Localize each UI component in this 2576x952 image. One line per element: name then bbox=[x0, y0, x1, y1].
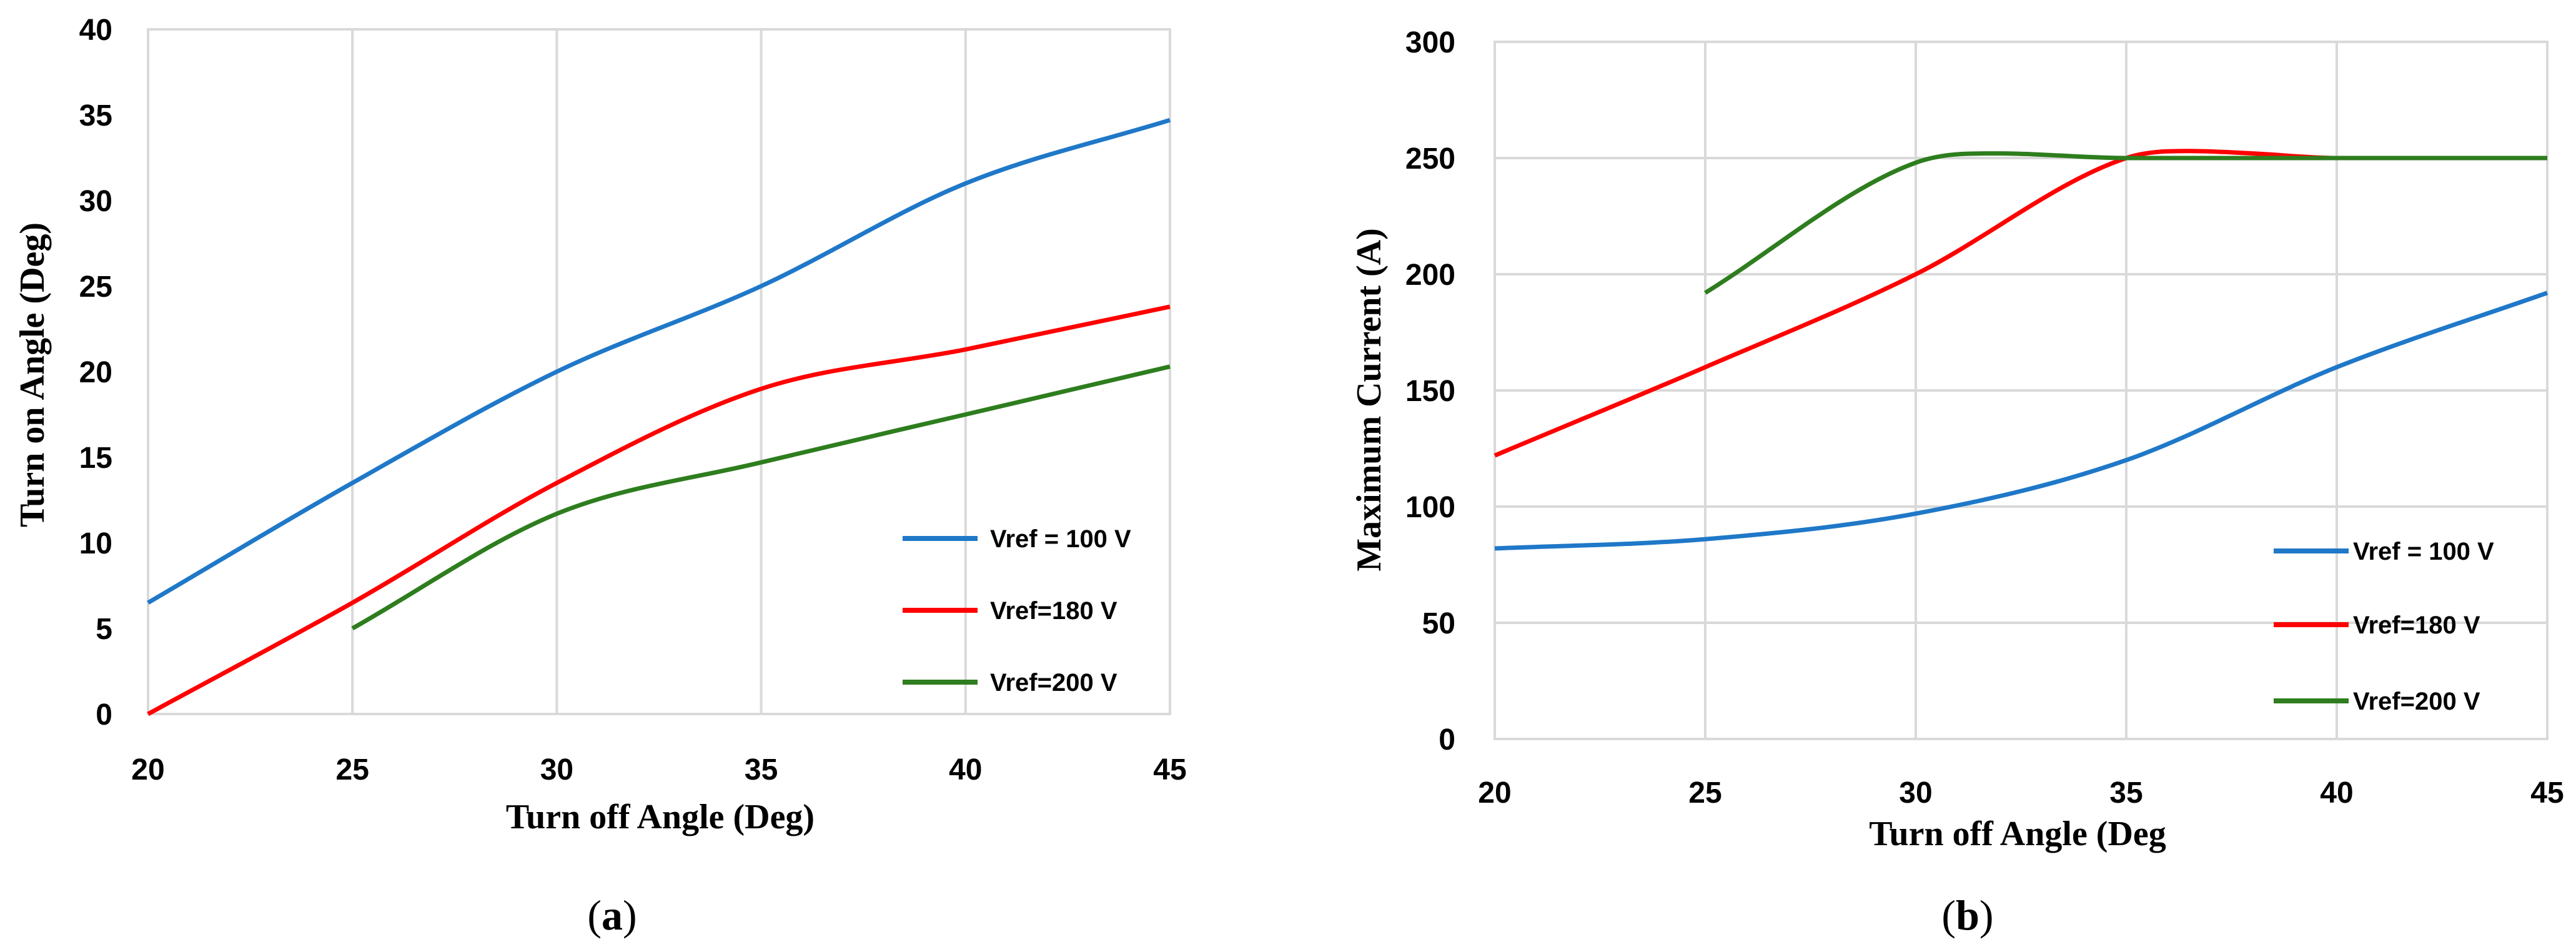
series-line-vref-100-v bbox=[1494, 290, 2549, 551]
chart-b: 20 25 30 35 40 45 0 50 100 150 200 250 300 Turn off… bbox=[1350, 26, 2564, 939]
x-tick-label: 25 bbox=[1688, 776, 1721, 810]
y-tick-label: 300 bbox=[1405, 26, 1455, 59]
x-tick-label: 20 bbox=[1478, 776, 1511, 810]
legend-label-vref-100-v: Vref = 100 V bbox=[2353, 538, 2494, 565]
y-tick-label: 15 bbox=[79, 442, 112, 475]
x-tick-label: 35 bbox=[745, 753, 778, 786]
chart-a-series bbox=[147, 117, 1171, 716]
chart-b-series bbox=[1494, 149, 2549, 551]
x-tick-label: 20 bbox=[131, 753, 164, 786]
x-tick-label: 35 bbox=[2109, 776, 2143, 810]
legend-label-vref-180-v: Vref=180 V bbox=[990, 597, 1117, 625]
x-tick-label: 25 bbox=[336, 753, 369, 786]
chart-a-x-axis-title: Turn off Angle (Deg) bbox=[506, 798, 815, 836]
y-tick-label: 35 bbox=[79, 99, 112, 132]
y-tick-label: 250 bbox=[1405, 142, 1455, 176]
series-line-vref-180-v bbox=[147, 304, 1171, 716]
y-tick-label: 10 bbox=[79, 527, 112, 560]
chart-b-x-axis-title: Turn off Angle (Deg bbox=[1869, 815, 2166, 853]
chart-a: 20 25 30 35 40 45 0 5 10 15 20 25 30 35 40 Turn off A… bbox=[13, 14, 1187, 939]
x-tick-label: 45 bbox=[1153, 753, 1186, 786]
chart-a-plot-frame bbox=[147, 28, 1171, 715]
y-tick-label: 30 bbox=[79, 185, 112, 218]
chart-b-plot-frame bbox=[1494, 41, 2549, 740]
chart-a-legend: Vref = 100 V Vref=180 V Vref=200 V bbox=[903, 525, 1131, 697]
legend-label-vref-100-v: Vref = 100 V bbox=[990, 525, 1131, 553]
y-tick-label: 20 bbox=[79, 356, 112, 389]
y-tick-label: 0 bbox=[1439, 723, 1455, 756]
y-tick-label: 50 bbox=[1422, 607, 1455, 640]
y-tick-label: 40 bbox=[79, 14, 112, 47]
chart-a-y-axis-title: Turn on Angle (Deg) bbox=[13, 222, 52, 527]
y-tick-label: 5 bbox=[96, 613, 112, 646]
chart-a-x-tick-labels: 20 25 30 35 40 45 bbox=[131, 753, 1186, 786]
x-tick-label: 40 bbox=[949, 753, 982, 786]
plot-area-border bbox=[1494, 41, 2549, 740]
chart-b-y-axis-title: Maximum Current (A) bbox=[1350, 228, 1389, 572]
y-tick-label: 100 bbox=[1405, 491, 1455, 524]
chart-b-panel-label: (b) bbox=[1941, 891, 1993, 939]
x-tick-label: 30 bbox=[1899, 776, 1932, 810]
x-tick-label: 40 bbox=[2320, 776, 2353, 810]
y-tick-label: 25 bbox=[79, 270, 112, 304]
legend-label-vref-200-v: Vref=200 V bbox=[2353, 688, 2480, 715]
y-tick-label: 0 bbox=[96, 698, 112, 731]
chart-a-y-tick-labels: 0 5 10 15 20 25 30 35 40 bbox=[79, 14, 112, 731]
legend-label-vref-200-v: Vref=200 V bbox=[990, 669, 1117, 697]
chart-b-x-tick-labels: 20 25 30 35 40 45 bbox=[1478, 776, 2564, 810]
series-line-vref-200-v bbox=[351, 364, 1171, 631]
chart-b-y-tick-labels: 0 50 100 150 200 250 300 bbox=[1405, 26, 1455, 756]
y-tick-label: 200 bbox=[1405, 259, 1455, 292]
series-line-vref-100-v bbox=[147, 117, 1171, 605]
series-line-vref-200-v bbox=[1704, 151, 2547, 295]
chart-b-legend: Vref = 100 V Vref=180 V Vref=200 V bbox=[2274, 538, 2494, 715]
y-tick-label: 150 bbox=[1405, 375, 1455, 408]
legend-label-vref-180-v: Vref=180 V bbox=[2353, 612, 2480, 639]
chart-a-panel-label: (a) bbox=[587, 891, 637, 939]
x-tick-label: 45 bbox=[2530, 776, 2564, 810]
x-tick-label: 30 bbox=[540, 753, 573, 786]
plot-area-border bbox=[147, 28, 1171, 715]
